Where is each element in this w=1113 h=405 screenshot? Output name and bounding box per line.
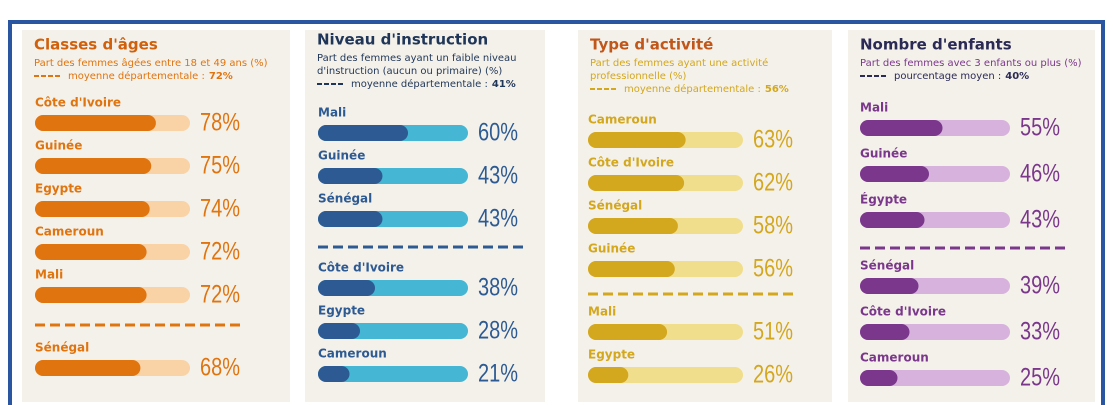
bar: [860, 120, 943, 136]
panel-title: Type d'activité: [590, 36, 713, 54]
value-label: 39%: [1020, 272, 1060, 300]
value-label: 28%: [478, 317, 518, 345]
category-label: Guinée: [588, 242, 635, 256]
bar: [860, 278, 919, 294]
value-label: 72%: [200, 281, 240, 309]
category-label: Côte d'Ivoire: [318, 261, 404, 275]
bar: [35, 287, 147, 303]
legend-text: moyenne départementale :: [68, 70, 205, 82]
value-label: 58%: [753, 212, 793, 240]
legend-text: moyenne départementale :: [624, 83, 761, 95]
panel-subtitle: Part des femmes ayant un faible niveau: [317, 53, 517, 64]
category-label: Cameroun: [318, 347, 387, 361]
category-label: Cameroun: [35, 225, 104, 239]
category-label: Mali: [860, 101, 888, 115]
category-label: Cameroun: [588, 113, 657, 127]
bar: [318, 280, 375, 296]
panel-subtitle: d'instruction (aucun ou primaire) (%): [317, 66, 502, 77]
bar: [35, 360, 141, 376]
bar: [318, 211, 383, 227]
category-label: Côte d'Ivoire: [35, 96, 121, 110]
bar: [318, 366, 350, 382]
panel-title: Niveau d'instruction: [317, 31, 488, 49]
bar: [35, 201, 150, 217]
category-label: Côte d'Ivoire: [588, 156, 674, 170]
legend-text: moyenne départementale :: [351, 78, 488, 90]
category-label: Sénégal: [318, 192, 372, 206]
frame: [8, 20, 1105, 405]
value-label: 43%: [478, 162, 518, 190]
panel-subtitle: professionnelle (%): [590, 71, 686, 82]
bar: [860, 212, 925, 228]
value-label: 46%: [1020, 160, 1060, 188]
bar-track: [318, 366, 468, 382]
category-label: Egypte: [318, 304, 365, 318]
bar: [35, 158, 152, 174]
value-label: 63%: [753, 126, 793, 154]
bar: [860, 166, 929, 182]
value-label: 55%: [1020, 114, 1060, 142]
panel-subtitle: Part des femmes avec 3 enfants ou plus (…: [860, 58, 1082, 69]
bar: [588, 132, 686, 148]
bar: [588, 367, 629, 383]
bar: [860, 370, 898, 386]
value-label: 43%: [478, 205, 518, 233]
bar: [35, 244, 147, 260]
category-label: Guinée: [35, 139, 82, 153]
legend-average: 40%: [1005, 71, 1029, 82]
value-label: 33%: [1020, 318, 1060, 346]
legend-average: 72%: [209, 71, 233, 82]
bar: [318, 125, 408, 141]
category-label: Sénégal: [588, 199, 642, 213]
value-label: 51%: [753, 318, 793, 346]
value-label: 56%: [753, 255, 793, 283]
bar: [35, 115, 156, 131]
bar: [588, 218, 678, 234]
value-label: 75%: [200, 152, 240, 180]
value-label: 60%: [478, 119, 518, 147]
value-label: 25%: [1020, 364, 1060, 392]
category-label: Côte d'Ivoire: [860, 305, 946, 319]
value-label: 68%: [200, 354, 240, 382]
bar: [860, 324, 910, 340]
value-label: 72%: [200, 238, 240, 266]
value-label: 38%: [478, 274, 518, 302]
value-label: 74%: [200, 195, 240, 223]
panel-title: Nombre d'enfants: [860, 36, 1012, 54]
value-label: 21%: [478, 360, 518, 388]
bar: [318, 323, 360, 339]
legend-text: pourcentage moyen :: [894, 71, 1001, 82]
value-label: 43%: [1020, 206, 1060, 234]
category-label: Guinée: [318, 149, 365, 163]
category-label: Mali: [318, 106, 346, 120]
bar: [588, 261, 675, 277]
legend-average: 41%: [492, 79, 516, 90]
panel-title: Classes d'âges: [34, 36, 158, 54]
category-label: Sénégal: [35, 341, 89, 355]
category-label: Egypte: [588, 348, 635, 362]
bar: [588, 175, 685, 191]
category-label: Egypte: [35, 182, 82, 196]
bar: [318, 168, 383, 184]
value-label: 26%: [753, 361, 793, 389]
category-label: Mali: [35, 268, 63, 282]
value-label: 78%: [200, 109, 240, 137]
bar-track: [860, 370, 1010, 386]
category-label: Mali: [588, 305, 616, 319]
category-label: Égypte: [860, 192, 907, 207]
category-label: Cameroun: [860, 351, 929, 365]
bar: [588, 324, 668, 340]
legend-average: 56%: [765, 84, 789, 95]
panel-subtitle: Part des femmes ayant une activité: [590, 57, 768, 69]
value-label: 62%: [753, 169, 793, 197]
category-label: Sénégal: [860, 259, 914, 273]
category-label: Guinée: [860, 147, 907, 161]
panel-subtitle: Part des femmes âgées entre 18 et 49 ans…: [34, 57, 268, 69]
